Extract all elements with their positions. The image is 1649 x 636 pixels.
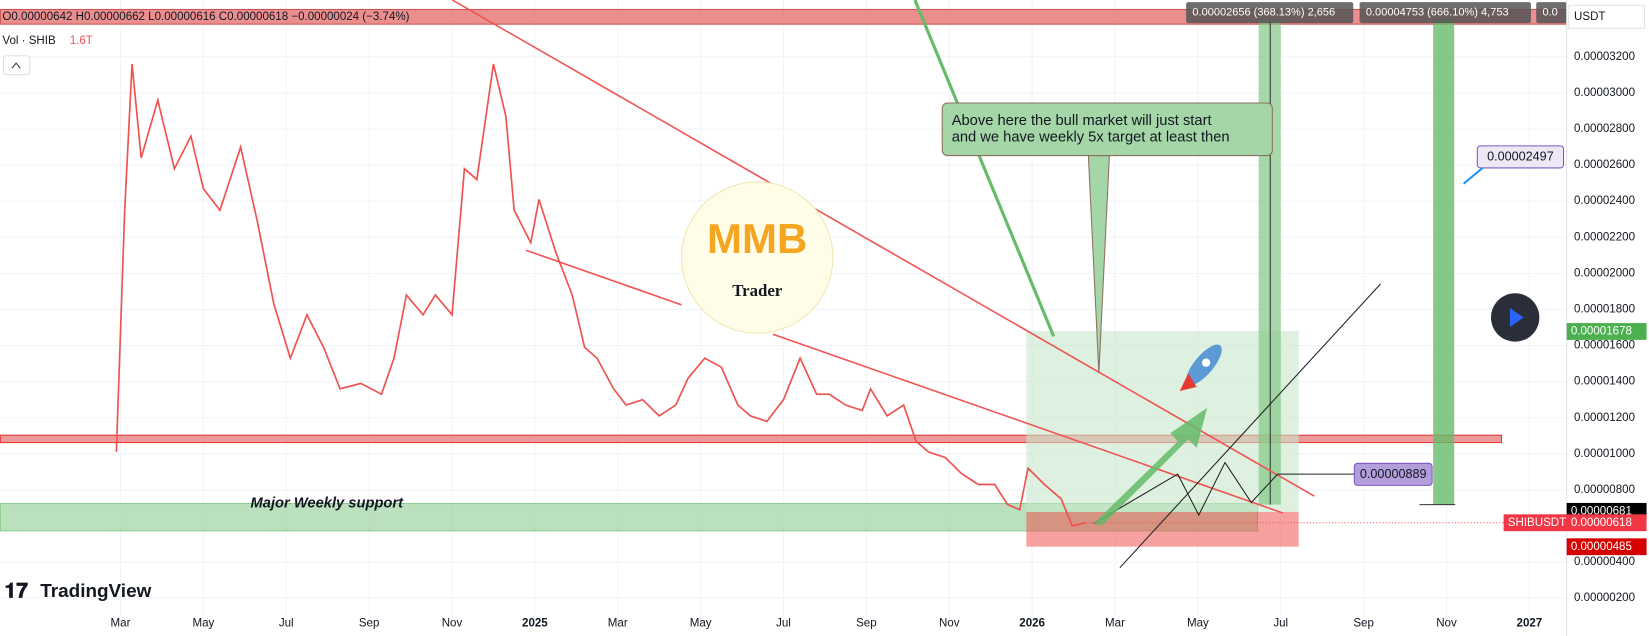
x-tick-label: Mar: [608, 617, 628, 629]
projection: [1093, 461, 1357, 524]
x-tick-label: Nov: [442, 617, 463, 629]
y-tick-label: 0.00000200: [1574, 592, 1635, 604]
y-tick-label: 0.00003200: [1574, 51, 1635, 63]
pointer-line: [913, 0, 1056, 337]
callout-box: [1353, 462, 1433, 486]
x-tick-label: Sep: [359, 617, 380, 629]
trendline: [451, 0, 1315, 497]
y-tick-label: 0.00002800: [1574, 123, 1635, 135]
y-tick-label: 0.00001600: [1574, 340, 1635, 352]
x-tick-label: Nov: [939, 617, 960, 629]
price-line: [115, 63, 1087, 527]
currency-box[interactable]: [1568, 4, 1645, 29]
y-tick-label: 0.00001400: [1574, 376, 1635, 388]
x-tick-label: May: [690, 617, 712, 629]
callout-label: 0.00000889: [1360, 467, 1427, 481]
price-tag-label: 0.00001678: [1571, 326, 1632, 338]
price-tag: [1566, 323, 1647, 340]
volume-label: Vol · SHIB: [2, 35, 56, 47]
up-arrow: [1093, 407, 1208, 526]
target-zone: [1026, 331, 1299, 512]
series-name: SHIBUSDT: [1508, 517, 1566, 529]
currency: USDT: [1574, 11, 1605, 23]
annotation-text: Above here the bull market will just sta…: [952, 113, 1212, 129]
measure-label: 0.00004753 (666.10%) 4,753: [1366, 7, 1509, 19]
measure-label: 0.00002656 (368.13%) 2,656: [1192, 7, 1335, 19]
x-tick-label: Sep: [856, 617, 877, 629]
measure-bar: [1433, 18, 1455, 505]
y-tick-label: 0.00003000: [1574, 87, 1635, 99]
plot: 0.00002497 0.00000889: [115, 63, 1567, 527]
logo-mark: 𝟏𝟕: [5, 579, 29, 602]
callout-pointer: [1462, 167, 1484, 185]
x-tick-label: May: [1187, 617, 1209, 629]
price-tag-label: 0.00000618: [1571, 517, 1632, 529]
y-tick-label: 0.00001800: [1574, 303, 1635, 315]
x-tick-label: May: [192, 617, 214, 629]
watermark: MMB Trader: [681, 181, 834, 334]
y-tick-label: 0.00000400: [1574, 556, 1635, 568]
measure-box: [1536, 2, 1567, 24]
logo-text: TradingView: [40, 581, 151, 602]
y-tick-label: 0.00002400: [1574, 195, 1635, 207]
annotation-text: and we have weekly 5x target at least th…: [952, 130, 1230, 146]
key-level: [0, 434, 1503, 444]
x-tick-label: Nov: [1436, 617, 1457, 629]
x-tick-label: Jul: [1273, 617, 1288, 629]
measure-box: [1359, 2, 1531, 24]
x-tick-label: 2027: [1517, 617, 1543, 629]
collapse-icon: [11, 62, 21, 69]
rocket: [1179, 344, 1222, 392]
axes: 0.00000200 0.00000400 0.00000800 0.00001000…: [111, 51, 1647, 629]
y-tick-label: 0.00000800: [1574, 484, 1635, 496]
y-tick-label: 0.00001200: [1574, 412, 1635, 424]
x-tick-label: Sep: [1353, 617, 1374, 629]
x-tick-label: Jul: [279, 617, 294, 629]
annotation: Above here the bull market will just sta…: [941, 102, 1273, 374]
watermark-bottom: Trader: [732, 281, 783, 300]
watermark-top: MMB: [707, 215, 807, 262]
projection-arrow: [1119, 283, 1381, 569]
logo: 𝟏𝟕 TradingView: [5, 579, 152, 602]
callout-box: [1476, 145, 1565, 169]
y-tick-label: 0.00002000: [1574, 267, 1635, 279]
x-tick-label: 2026: [1019, 617, 1045, 629]
volume-value: 1.6T: [70, 35, 93, 47]
callout-label: 0.00002497: [1487, 150, 1554, 164]
price-tag: [1503, 514, 1647, 532]
price-tag: [1566, 538, 1647, 556]
y-tick-label: 0.00002600: [1574, 159, 1635, 171]
trendline: [525, 249, 682, 306]
x-tick-label: Jul: [776, 617, 791, 629]
y-tick-label: 0.00002200: [1574, 231, 1635, 243]
x-tick-label: Mar: [111, 617, 131, 629]
play-button[interactable]: [1490, 293, 1540, 342]
y-tick-label: 0.00001000: [1574, 448, 1635, 460]
ohlc-header: O0.00000642 H0.00000662 L0.00000616 C0.0…: [2, 11, 409, 23]
measure-label: 0.0: [1542, 7, 1557, 19]
measure-box: [1186, 2, 1354, 24]
measurements: 0.00002656 (368.13%) 2,656 0.00004753 (66…: [1186, 2, 1567, 24]
price-tag-label: 0.00000485: [1571, 541, 1632, 553]
support-label: Major Weekly support: [251, 495, 405, 511]
x-tick-label: Mar: [1105, 617, 1125, 629]
collapse-button[interactable]: [2, 55, 31, 76]
x-tick-label: 2025: [522, 617, 548, 629]
stop-zone: [1026, 511, 1299, 547]
